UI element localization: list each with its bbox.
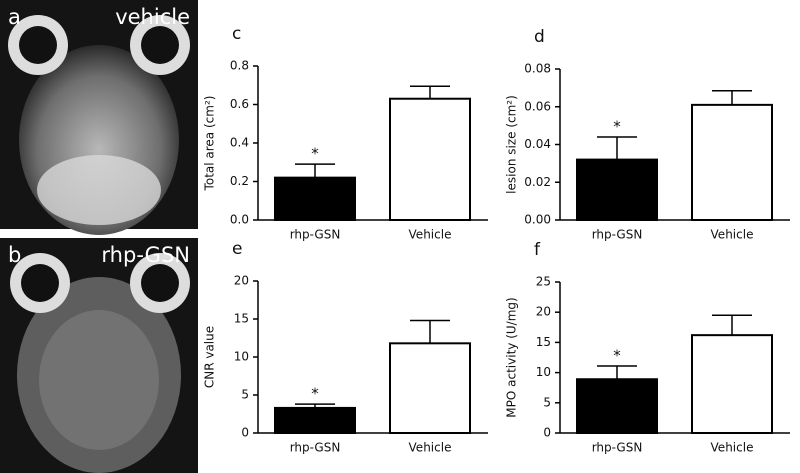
x-tick-label: Vehicle	[711, 228, 754, 242]
y-tick-label: 15	[536, 335, 551, 349]
x-tick-label: Vehicle	[409, 228, 452, 242]
bar	[691, 334, 773, 435]
y-axis-label: CNR value	[203, 326, 217, 388]
bar	[691, 103, 773, 221]
image-label: rhp-GSN	[101, 243, 190, 267]
y-axis-label: Total area (cm²)	[203, 96, 217, 192]
image-b: b rhp-GSN	[0, 238, 198, 473]
y-tick-label: 0.0	[230, 213, 249, 227]
bar	[389, 97, 471, 221]
chart: e CNR value 0 5 10 15 20 rhp-GSN * Vehicle	[203, 239, 488, 455]
x-tick-label: rhp-GSN	[290, 228, 341, 242]
y-tick-label: 0.8	[230, 59, 249, 73]
panel-label: e	[232, 239, 242, 259]
significance-marker: *	[311, 385, 319, 403]
bar	[576, 158, 658, 222]
y-tick-label: 20	[234, 274, 249, 288]
panel-label: a	[8, 5, 21, 29]
y-tick-label: 0.02	[524, 175, 551, 189]
y-tick-label: 25	[536, 275, 551, 289]
x-tick-label: rhp-GSN	[592, 441, 643, 455]
significance-marker: *	[311, 145, 319, 163]
panel-label: b	[8, 243, 21, 267]
chart: c Total area (cm²) 0.0 0.2 0.4 0.6 0.8 rhp-GSN *…	[203, 24, 488, 242]
y-tick-label: 0	[543, 426, 551, 440]
chart: f MPO activity (U/mg) 0 5 10 15 20 25 rhp-GSN * Ve…	[505, 240, 790, 455]
panel-label: f	[534, 240, 541, 260]
x-tick-label: Vehicle	[409, 441, 452, 455]
x-tick-label: Vehicle	[711, 441, 754, 455]
y-tick-label: 15	[234, 312, 249, 326]
y-tick-label: 0.4	[230, 136, 249, 150]
y-tick-label: 0.00	[524, 213, 551, 227]
y-tick-label: 0.08	[524, 62, 551, 76]
y-tick-label: 10	[234, 350, 249, 364]
significance-marker: *	[613, 346, 621, 364]
y-tick-label: 0.04	[524, 137, 551, 151]
x-tick-label: rhp-GSN	[592, 228, 643, 242]
image-a: a vehicle	[0, 0, 198, 235]
y-tick-label: 5	[241, 388, 249, 402]
y-tick-label: 20	[536, 305, 551, 319]
bar	[576, 378, 658, 434]
y-tick-label: 5	[543, 395, 551, 409]
x-tick-label: rhp-GSN	[290, 441, 341, 455]
y-axis-label: MPO activity (U/mg)	[505, 297, 519, 417]
bar	[274, 406, 356, 435]
y-tick-label: 0.06	[524, 99, 551, 113]
panel-label: d	[534, 27, 545, 47]
bar	[389, 342, 471, 435]
significance-marker: *	[613, 117, 621, 135]
y-tick-label: 0	[241, 426, 249, 440]
y-tick-label: 0.6	[230, 97, 249, 111]
image-label: vehicle	[115, 5, 190, 29]
bar	[274, 176, 356, 221]
y-tick-label: 10	[536, 365, 551, 379]
y-axis-label: lesion size (cm²)	[505, 95, 519, 194]
panel-label: c	[232, 24, 241, 44]
y-tick-label: 0.2	[230, 174, 249, 188]
chart: d lesion size (cm²) 0.00 0.02 0.04 0.06 0.08 rh…	[505, 27, 790, 242]
